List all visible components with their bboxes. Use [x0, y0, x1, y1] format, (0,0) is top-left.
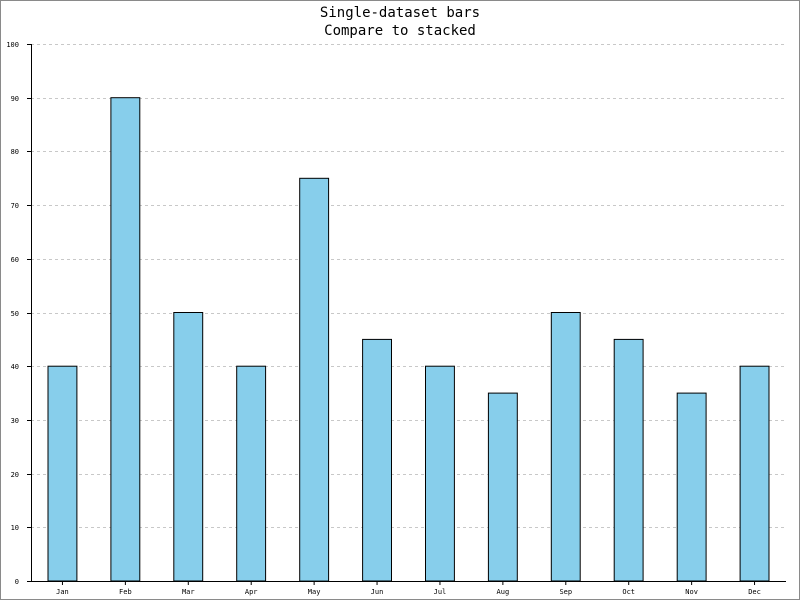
bar-may: [299, 177, 330, 582]
y-tick-label: 90: [11, 95, 19, 103]
x-tick-label: Nov: [685, 588, 698, 596]
x-tick-label: Dec: [748, 588, 761, 596]
x-tick-label: Apr: [245, 588, 258, 596]
y-tick-label: 30: [11, 417, 19, 425]
y-tick-label: 70: [11, 202, 19, 210]
bar-jun: [362, 338, 393, 582]
x-tick-label: Jul: [434, 588, 447, 596]
bar-feb: [110, 97, 141, 582]
bars: [47, 97, 770, 582]
y-tick-label: 80: [11, 148, 19, 156]
bar-mar: [173, 312, 204, 582]
bar-jul: [425, 365, 455, 582]
bar-dec: [739, 365, 770, 582]
x-tick-label: Feb: [119, 588, 132, 596]
axes: [27, 44, 786, 585]
bar-apr: [236, 365, 267, 582]
x-tick-label: Mar: [182, 588, 195, 596]
chart-subtitle: Compare to stacked: [324, 23, 476, 39]
x-tick-label: May: [308, 588, 321, 596]
y-tick-label: 20: [11, 471, 19, 479]
bar-oct: [613, 338, 644, 582]
x-tick-label: Sep: [559, 588, 572, 596]
bar-aug: [487, 392, 518, 582]
x-tick-label: Jun: [371, 588, 384, 596]
x-tick-label: Jan: [56, 588, 69, 596]
x-tick-label: Aug: [497, 588, 510, 596]
tick-labels: 0 10 20 30 40 50 60 70 80 90 100 Jan Feb Mar Apr May Jun…: [6, 41, 761, 596]
bar-sep: [550, 312, 581, 582]
y-tick-label: 100: [6, 41, 19, 49]
y-tick-label: 60: [11, 256, 19, 264]
grid-lines: [31, 44, 786, 528]
chart-title-block: Single-dataset bars Compare to stacked: [0, 4, 800, 40]
y-tick-label: 40: [11, 363, 19, 371]
chart-title: Single-dataset bars: [319, 5, 481, 21]
x-tick-label: Oct: [622, 588, 635, 596]
bar-jan: [47, 365, 78, 582]
y-tick-label: 0: [15, 578, 19, 586]
bar-nov: [676, 392, 707, 582]
y-tick-label: 10: [11, 524, 19, 532]
y-tick-label: 50: [11, 310, 19, 318]
